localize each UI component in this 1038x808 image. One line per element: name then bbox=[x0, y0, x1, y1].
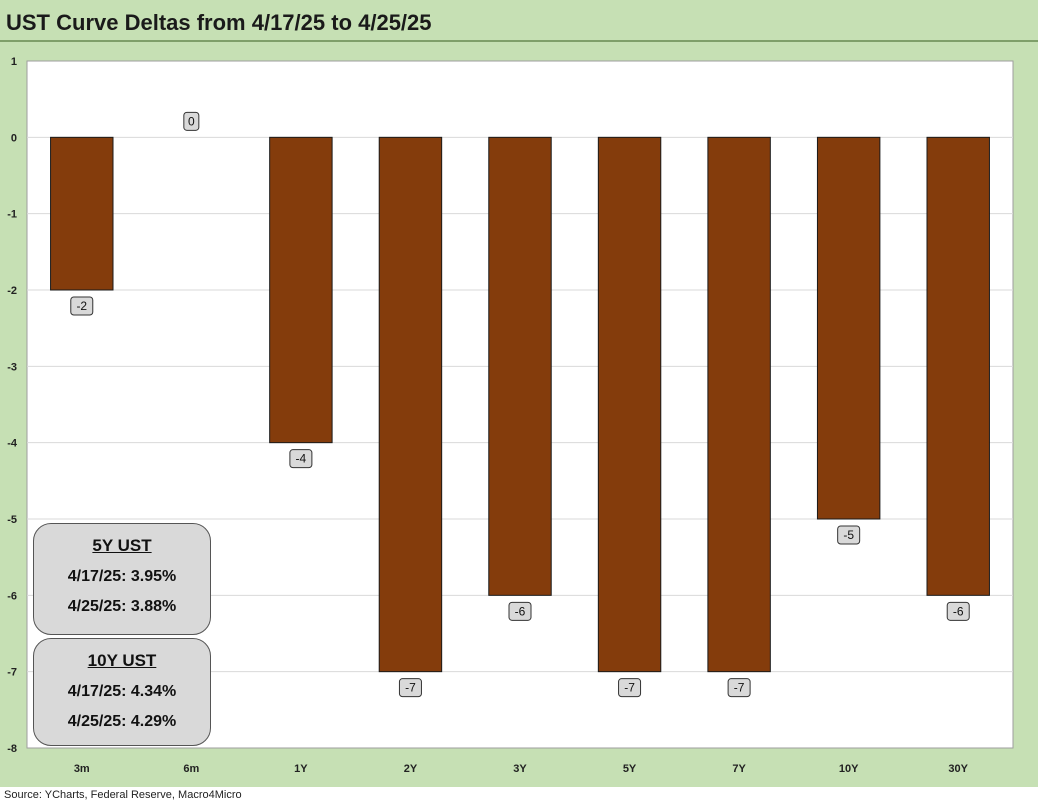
chart-title: UST Curve Deltas from 4/17/25 to 4/25/25 bbox=[6, 10, 432, 35]
x-tick-label-10Y: 10Y bbox=[839, 763, 859, 775]
x-tick-label-1Y: 1Y bbox=[294, 763, 308, 775]
title-divider bbox=[0, 40, 1038, 42]
data-label-text: -4 bbox=[296, 452, 307, 466]
y-tick-label: -4 bbox=[7, 438, 18, 450]
bar-7Y bbox=[707, 136, 771, 673]
data-label-box bbox=[289, 449, 313, 469]
info-box-end-yield: 4/25/25: 3.88% bbox=[67, 598, 177, 615]
bar-1Y bbox=[269, 136, 333, 444]
data-label-box bbox=[398, 678, 422, 698]
info-box-title: 5Y UST bbox=[92, 536, 152, 555]
data-label-text: -7 bbox=[624, 681, 635, 695]
bar-2Y bbox=[378, 136, 443, 673]
data-label-text: -6 bbox=[515, 604, 526, 618]
y-tick-label: -7 bbox=[7, 667, 17, 679]
data-label-box bbox=[837, 525, 861, 545]
data-label-text: -6 bbox=[953, 604, 964, 618]
x-tick-label-3m: 3m bbox=[74, 763, 90, 775]
data-label-10Y: -5 bbox=[837, 525, 861, 545]
bars bbox=[50, 136, 990, 673]
info-box-end-yield: 4/25/25: 4.29% bbox=[67, 713, 177, 730]
data-labels: -2 0 -4 -7 -6 -7 -7 -5 -6 bbox=[70, 111, 970, 698]
x-tick-label-30Y: 30Y bbox=[948, 763, 968, 775]
data-label-text: -2 bbox=[76, 299, 87, 313]
info-box-10y-ust: 10Y UST 4/17/25: 4.34% 4/25/25: 4.29% bbox=[33, 638, 211, 746]
data-label-box bbox=[727, 678, 751, 698]
data-label-box bbox=[70, 296, 94, 316]
data-label-30Y: -6 bbox=[946, 601, 970, 621]
data-label-6m: 0 bbox=[183, 111, 200, 131]
info-box-start-yield: 4/17/25: 3.95% bbox=[67, 568, 177, 585]
x-tick-label-7Y: 7Y bbox=[732, 763, 746, 775]
x-tick-label-2Y: 2Y bbox=[404, 763, 418, 775]
y-tick-label: 1 bbox=[11, 56, 17, 68]
bar-3Y bbox=[488, 136, 552, 596]
data-label-box bbox=[508, 601, 532, 621]
info-box-5y-ust: 5Y UST 4/17/25: 3.95% 4/25/25: 3.88% bbox=[33, 523, 211, 635]
x-tick-label-3Y: 3Y bbox=[513, 763, 527, 775]
y-tick-label: 0 bbox=[11, 132, 17, 144]
y-tick-label: -6 bbox=[7, 590, 17, 602]
data-label-text: 0 bbox=[188, 114, 195, 128]
y-tick-label: -2 bbox=[7, 285, 17, 297]
bar-5Y bbox=[597, 136, 662, 673]
data-label-1Y: -4 bbox=[289, 449, 313, 469]
x-axis: 3m 6m 1Y 2Y 3Y 5Y 7Y 10Y 30Y bbox=[74, 763, 969, 775]
data-label-text: -7 bbox=[734, 681, 745, 695]
data-label-3Y: -6 bbox=[508, 601, 532, 621]
data-label-3m: -2 bbox=[70, 296, 94, 316]
x-tick-label-6m: 6m bbox=[183, 763, 199, 775]
info-box-start-yield: 4/17/25: 4.34% bbox=[67, 683, 177, 700]
bar-3m bbox=[50, 136, 114, 291]
data-label-box bbox=[618, 678, 642, 698]
x-tick-label-5Y: 5Y bbox=[623, 763, 637, 775]
data-label-7Y: -7 bbox=[727, 678, 751, 698]
y-tick-label: -1 bbox=[7, 209, 17, 221]
data-label-5Y: -7 bbox=[618, 678, 642, 698]
data-label-box bbox=[946, 601, 970, 621]
source-note: Source: YCharts, Federal Reserve, Macro4… bbox=[4, 789, 242, 801]
data-label-box bbox=[183, 111, 200, 131]
y-axis: 1 0 -1 -2 -3 -4 -5 -6 -7 -8 bbox=[7, 56, 18, 755]
chart-svg: 1 0 -1 -2 -3 -4 -5 -6 -7 -8 -2 0 -4 -7 -6 -7 -7 -5 -6 3m 6… bbox=[7, 56, 1014, 775]
y-tick-label: -3 bbox=[7, 361, 17, 373]
data-label-text: -5 bbox=[843, 528, 854, 542]
data-label-text: -7 bbox=[405, 681, 416, 695]
y-tick-label: -8 bbox=[7, 743, 17, 755]
info-box-title: 10Y UST bbox=[87, 651, 157, 670]
y-tick-label: -5 bbox=[7, 514, 17, 526]
data-label-2Y: -7 bbox=[398, 678, 422, 698]
bar-30Y bbox=[926, 136, 990, 596]
bar-10Y bbox=[816, 136, 881, 520]
